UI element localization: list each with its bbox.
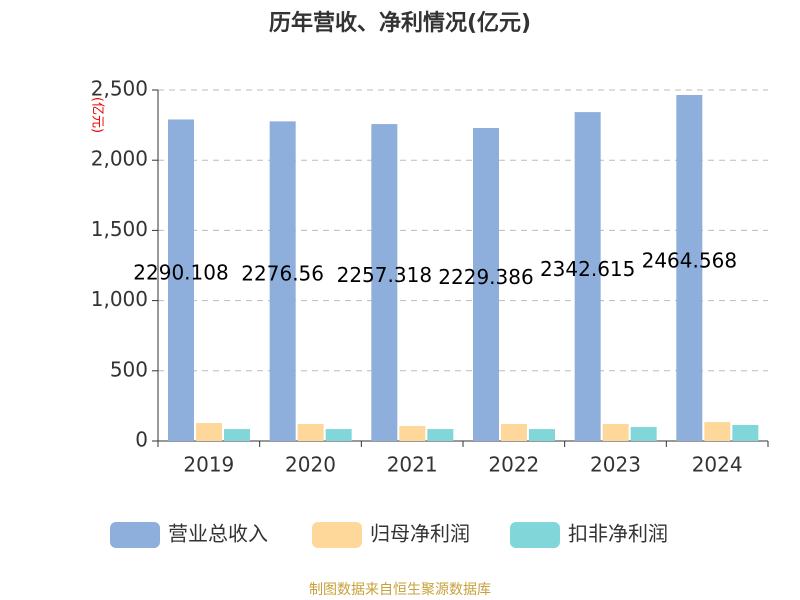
data-label: 2276.56	[241, 262, 324, 286]
y-tick-label: 2,500	[91, 77, 148, 101]
bar	[168, 119, 194, 441]
legend-label[interactable]: 归母净利润	[370, 522, 470, 546]
data-label: 2464.568	[642, 248, 737, 272]
bar	[196, 423, 222, 441]
x-tick-label: 2021	[387, 453, 438, 477]
data-label: 2257.318	[337, 263, 432, 287]
data-label: 2229.386	[438, 265, 533, 289]
data-label: 2290.108	[133, 261, 228, 285]
bar	[501, 424, 527, 441]
bar	[630, 426, 657, 441]
x-tick-label: 2022	[488, 453, 539, 477]
x-tick-label: 2024	[692, 453, 743, 477]
source-note: 制图数据来自恒生聚源数据库	[309, 582, 491, 598]
legend-label[interactable]: 营业总收入	[168, 522, 268, 546]
chart-title: 历年营收、净利情况(亿元)	[269, 10, 531, 36]
x-tick-label: 2020	[285, 453, 336, 477]
bar	[427, 429, 454, 441]
x-tick-label: 2019	[183, 453, 234, 477]
bar	[325, 429, 352, 441]
legend-swatch[interactable]	[312, 522, 362, 548]
bar	[269, 121, 296, 442]
bar	[399, 425, 426, 441]
bar	[732, 424, 759, 441]
y-tick-label: 1,500	[91, 217, 148, 241]
legend-swatch[interactable]	[510, 522, 560, 548]
bar	[676, 94, 703, 441]
bar	[574, 112, 601, 441]
bar	[371, 124, 398, 441]
bar	[224, 429, 250, 441]
data-label: 2342.615	[540, 257, 635, 281]
bar	[529, 429, 555, 441]
y-tick-label: 2,000	[91, 147, 148, 171]
y-tick-label: 500	[110, 357, 148, 381]
bar	[602, 424, 629, 441]
x-tick-label: 2023	[590, 453, 641, 477]
bar	[704, 422, 731, 441]
bar	[473, 127, 499, 442]
y-tick-label: 1,000	[91, 287, 148, 311]
y-tick-label: 0	[135, 428, 148, 452]
legend-swatch[interactable]	[110, 522, 160, 548]
legend-label[interactable]: 扣非净利润	[568, 522, 668, 546]
bar	[297, 424, 324, 441]
y-axis-label: (亿元)	[90, 97, 105, 133]
